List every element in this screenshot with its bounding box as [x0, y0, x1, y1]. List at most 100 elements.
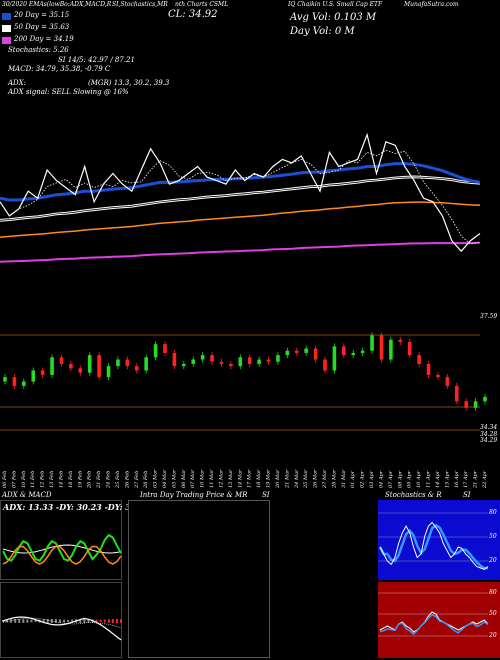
macd-histogram-bar: [46, 619, 49, 623]
stoch-panel-title: Stochastics & R: [385, 491, 442, 499]
adx-label: ADX:: [8, 79, 27, 87]
candle-body: [417, 355, 421, 364]
date-tick-label: 14 Mar: [237, 469, 243, 488]
si-panel-title-2: SI: [463, 491, 471, 499]
date-tick-label: 25 Mar: [303, 469, 309, 489]
stochastics-value: Stochastics: 5.26: [8, 46, 69, 54]
candle-body: [238, 357, 243, 367]
ema50-line: [0, 175, 481, 220]
candle-body: [426, 363, 431, 375]
candle-top-price: 37.59: [480, 313, 498, 320]
date-tick-label: 12 Mar: [219, 469, 225, 488]
macd-histogram-bar: [42, 619, 45, 623]
macd-histogram-bar: [120, 619, 122, 623]
date-tick-label: 17 Mar: [247, 469, 253, 488]
date-tick-label: 20 Feb: [87, 471, 93, 489]
date-tick-label: 28 Mar: [331, 469, 337, 489]
candle-body: [257, 359, 261, 364]
candle-body: [97, 355, 101, 378]
candle-body: [276, 355, 280, 362]
macd-signal-line: [2, 617, 122, 629]
date-tick-label: 07 Mar: [190, 469, 196, 488]
candle-body: [40, 370, 45, 375]
header-left-title: 30/2020 EMAs(lowBo:ADX,MACD,R: [2, 1, 112, 8]
day-volume-label: Day Vol: 0 M: [290, 26, 355, 37]
candle-low-price-3: 34.29: [480, 437, 498, 444]
candle-body: [87, 355, 92, 373]
macd-value: MACD: 34.79, 35.38, -0.79 C: [8, 65, 111, 73]
date-tick-label: 10 Mar: [200, 469, 206, 488]
candle-body: [454, 385, 459, 402]
close-price-label: CL: 34.92: [168, 9, 218, 20]
candle-body: [445, 377, 450, 386]
candle-body: [285, 350, 290, 356]
date-tick-label: 13 Feb: [49, 471, 55, 488]
date-tick-label: 18 Mar: [256, 469, 262, 488]
si-signal-line: [379, 614, 489, 636]
intraday-panel: [128, 500, 270, 658]
ema-price-chart: [0, 132, 481, 263]
candlestick-chart: [0, 332, 487, 431]
adx-signal: ADX signal: SELL Slowing @ 16%: [8, 88, 129, 96]
date-tick-label: 09 Apr: [407, 470, 413, 488]
candle-body: [134, 366, 139, 371]
minus-di-line: [2, 545, 122, 565]
macd-histogram-bar: [111, 619, 114, 623]
date-tick-label: 11 Mar: [209, 469, 215, 488]
date-tick-label: 12 Feb: [40, 471, 46, 488]
macd-histogram-bar: [95, 619, 98, 623]
candle-body: [31, 370, 36, 382]
si-lines: [378, 592, 489, 637]
candle-body: [78, 368, 83, 373]
stoch-level-80: 80: [489, 509, 497, 516]
ema20-line: [0, 162, 481, 202]
date-tick-label: 20 Mar: [275, 469, 281, 489]
candle-body: [473, 401, 478, 408]
date-tick-label: 14 Apr: [435, 470, 441, 488]
macd-lines: [2, 616, 122, 641]
legend-label-200day: 200 Day = 34.19: [14, 35, 74, 43]
date-tick-label: 15 Apr: [444, 470, 450, 488]
ema50-line-lower: [0, 177, 481, 222]
price-line: [0, 132, 481, 253]
date-tick-label: 21 Apr: [473, 470, 479, 489]
date-tick-label: 04 Apr: [379, 470, 385, 488]
date-tick-label: 14 Feb: [59, 471, 65, 488]
date-tick-label: 02 Apr: [360, 470, 366, 488]
date-tick-label: 21 Mar: [284, 469, 290, 489]
candle-body: [266, 359, 271, 362]
legend-swatch-50day: [2, 25, 11, 32]
macd-histogram-bar: [99, 619, 102, 623]
macd-histogram-bar: [34, 619, 37, 623]
header-mid-title: SI,Stochastics,MR: [112, 1, 168, 8]
date-tick-label: 16 Apr: [454, 470, 460, 488]
candle-body: [332, 346, 337, 371]
date-tick-label: 03 Mar: [153, 469, 159, 488]
date-tick-label: 26 Feb: [124, 471, 130, 489]
macd-histogram-bar: [58, 619, 61, 623]
macd-histogram-bar: [67, 619, 70, 623]
stoch-k-line: [379, 521, 489, 570]
stoch-d-line: [378, 523, 488, 570]
ema5-line: [0, 149, 481, 245]
date-tick-label: 13 Mar: [228, 469, 234, 488]
macd-histogram-bar: [22, 619, 25, 623]
macd-histogram-bar: [63, 619, 66, 623]
candle-body: [323, 359, 327, 371]
candle-body: [182, 363, 186, 367]
candle-body: [69, 363, 73, 369]
candle-body: [370, 335, 374, 351]
candle-body: [106, 366, 111, 378]
stoch-level-50: 50: [489, 533, 497, 540]
macd-histogram-bar: [54, 619, 57, 623]
date-tick-label: 11 Feb: [30, 471, 36, 488]
candle-body: [351, 352, 356, 356]
date-tick-label: 19 Mar: [266, 469, 272, 488]
date-tick-label: 26 Mar: [313, 469, 319, 489]
date-tick-label: 19 Feb: [77, 471, 83, 488]
macd-histogram-bar: [10, 619, 13, 623]
candle-body: [59, 357, 64, 364]
date-tick-label: 10 Apr: [416, 470, 422, 488]
macd-histogram-bar: [71, 619, 74, 623]
date-tick-label: 05 Mar: [171, 469, 177, 488]
